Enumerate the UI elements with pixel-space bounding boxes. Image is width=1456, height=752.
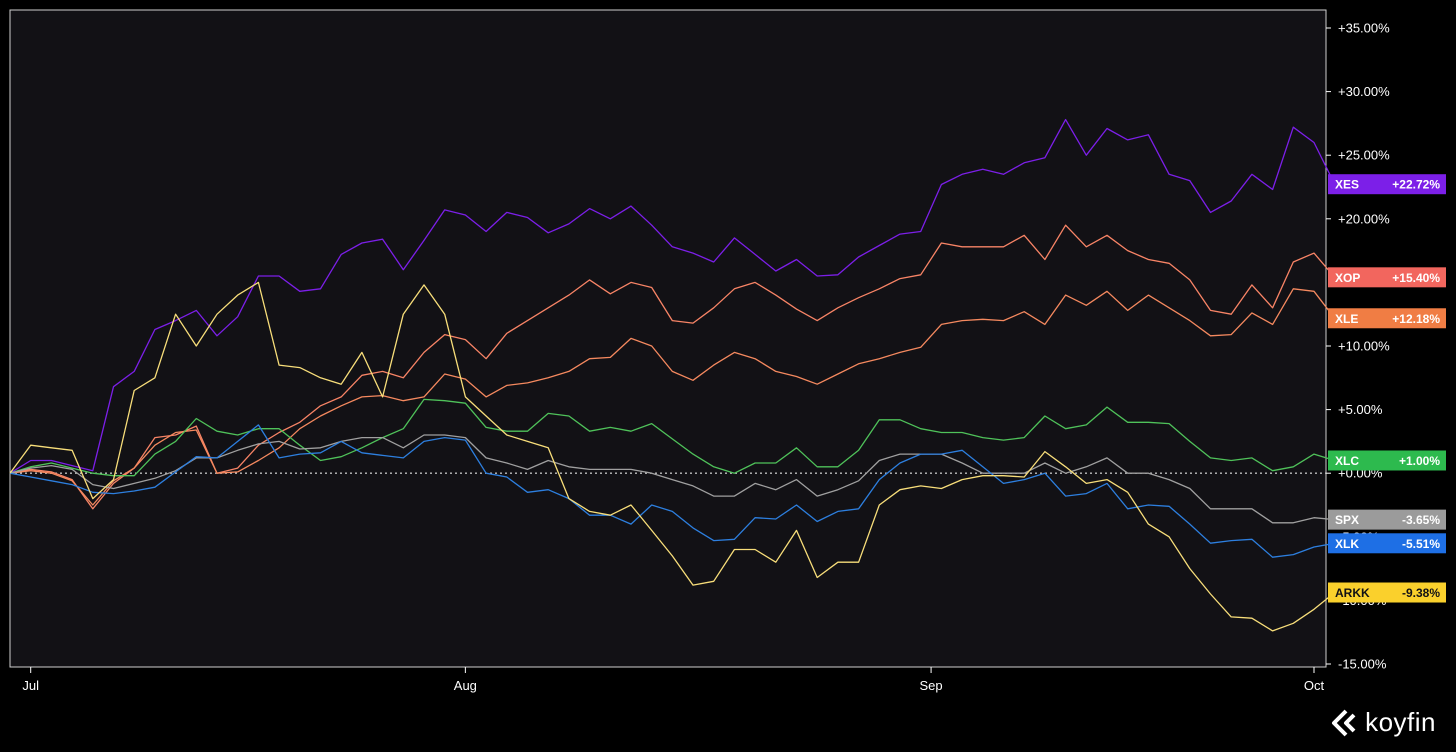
series-line-xle [9,288,1336,506]
y-tick-label: +35.00% [1338,21,1390,36]
badge-value: +1.00% [1399,454,1440,468]
badge-value: -5.51% [1402,537,1440,551]
badge-value: +22.72% [1392,178,1440,192]
plot-area [9,9,1327,668]
y-tick-label: -15.00% [1338,657,1387,672]
x-tick-label: Aug [454,678,477,693]
x-axis: Jul Aug Sep Oct [22,667,1324,693]
y-tick-label: +10.00% [1338,339,1390,354]
badge-name: SPX [1335,513,1359,527]
badge-arkk [1328,582,1446,603]
series-lines [9,118,1336,632]
badge-spx [1328,509,1446,530]
x-tick-label: Oct [1304,678,1325,693]
y-tick-label: +30.00% [1338,84,1390,99]
brand-name: koyfin [1365,707,1436,737]
koyfin-logo-icon [1332,709,1356,736]
y-tick-label: +5.00% [1338,402,1383,417]
badge-xlk [1328,533,1446,554]
badge-xlc [1328,450,1446,471]
badge-value: -3.65% [1402,513,1440,527]
series-line-xlc [9,398,1335,477]
series-line-xes [9,118,1336,474]
legend-badges: XES +22.72% XOP +15.40% XLE +12.18% XLC +1.00% S… [1328,174,1446,603]
badge-value: -9.38% [1402,586,1440,600]
series-line-xop [9,224,1336,510]
badge-name: XOP [1335,271,1360,285]
badge-xes [1328,174,1446,195]
badge-name: XES [1335,178,1359,192]
y-tick-label: +20.00% [1338,211,1390,226]
y-axis: +35.00% +30.00% +25.00% +20.00% +10.00% +5.00… [1326,21,1390,672]
x-tick-label: Sep [920,678,943,693]
badge-name: XLE [1335,312,1358,326]
series-line-arkk [9,281,1336,632]
badge-name: ARKK [1335,586,1370,600]
brand-watermark: koyfin [1329,707,1436,738]
series-line-xlk [9,424,1335,558]
badge-value: +12.18% [1392,312,1440,326]
badge-xop [1328,267,1446,288]
badge-value: +15.40% [1392,271,1440,285]
badge-xle [1328,308,1446,329]
x-tick-label: Jul [22,678,39,693]
badge-name: XLK [1335,537,1359,551]
series-line-spx [9,434,1335,524]
badge-name: XLC [1335,454,1359,468]
y-tick-label: +25.00% [1338,148,1390,163]
